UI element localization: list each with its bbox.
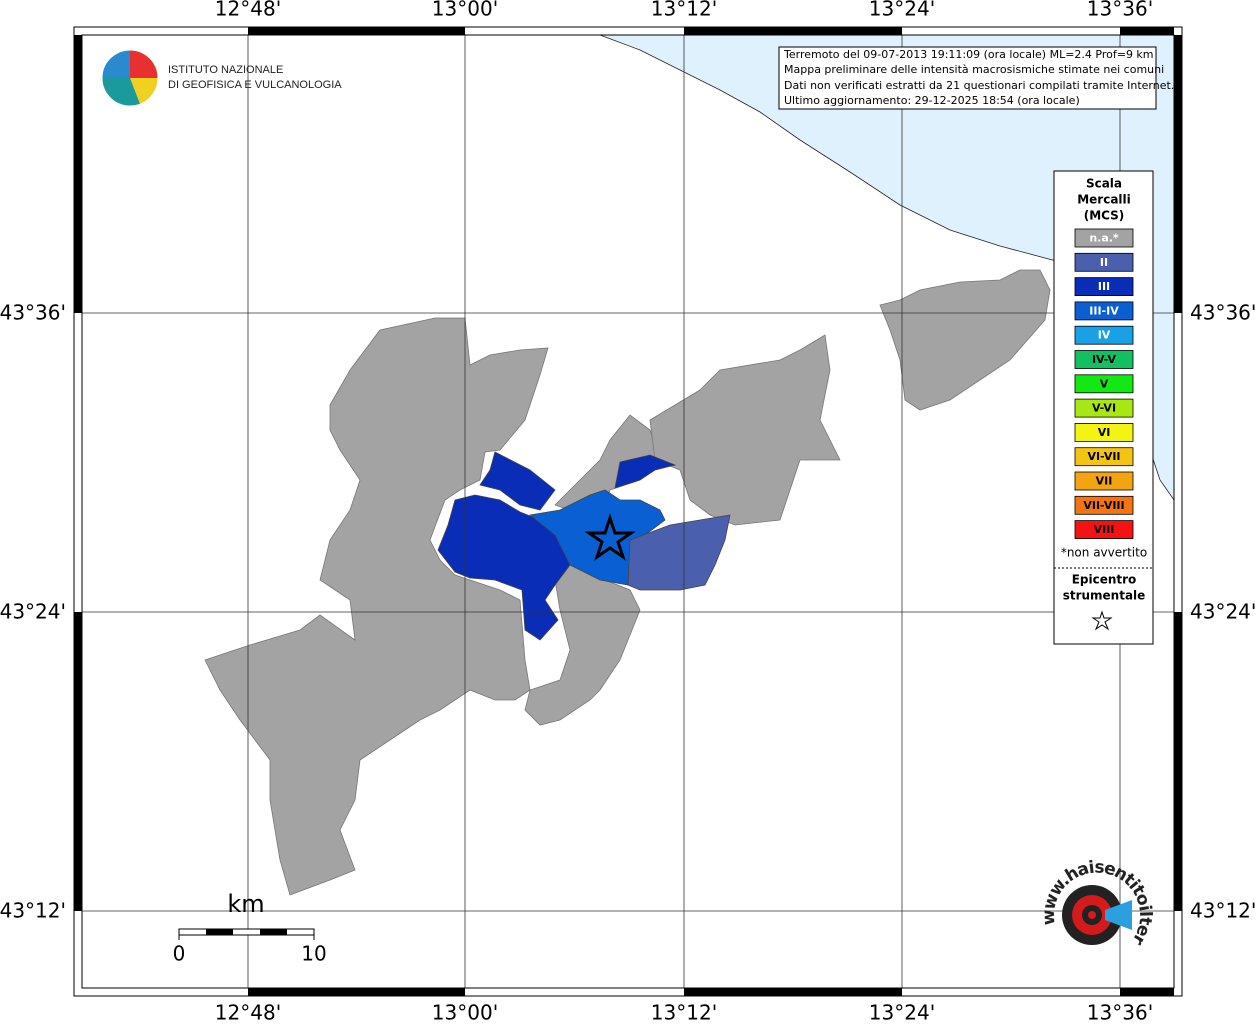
scale-label: 10: [301, 942, 326, 966]
lon-label: 13°00': [432, 0, 498, 21]
epicenter-star: [584, 513, 636, 561]
lon-label: 12°48': [215, 0, 281, 21]
legend-label: V-VI: [1092, 402, 1116, 415]
lat-label: 43°36': [0, 301, 66, 325]
legend-label: IV: [1098, 329, 1111, 342]
info-line: Terremoto del 09-07-2013 19:11:09 (ora l…: [783, 48, 1154, 61]
legend-label: V: [1100, 377, 1109, 390]
lon-label: 13°24': [869, 1001, 935, 1025]
legend-swatch: [1074, 398, 1134, 418]
legend-swatch: [1074, 228, 1134, 248]
legend-label: VII: [1096, 475, 1113, 488]
ingv-logo: ISTITUTO NAZIONALE DI GEOFISICA E VULCAN…: [101, 49, 342, 107]
lat-label: 43°36': [1190, 301, 1256, 325]
lon-label: 13°36': [1087, 0, 1153, 21]
lat-label: 43°24': [1190, 600, 1256, 624]
legend-swatch: [1074, 447, 1134, 467]
lon-label: 13°36': [1087, 1001, 1153, 1025]
legend: Scala Mercalli (MCS) *non avvertito Epic…: [1053, 170, 1154, 645]
lon-label: 13°12': [651, 1001, 717, 1025]
legend-title: (MCS): [1084, 209, 1125, 223]
legend-label: III: [1098, 280, 1110, 293]
legend-swatch: [1074, 301, 1134, 321]
legend-epicenter: Epicentro: [1072, 573, 1137, 587]
lon-label: 13°24': [869, 0, 935, 21]
sea: [599, 34, 1175, 502]
lat-label: 43°12': [1190, 899, 1256, 923]
legend-epicenter: strumentale: [1063, 589, 1146, 603]
graticule: [82, 35, 1174, 988]
frame: [73, 26, 1183, 997]
info-line: Mappa preliminare delle intensità macros…: [784, 63, 1164, 76]
legend-label: VII-VIII: [1083, 499, 1124, 512]
legend-label: III-IV: [1089, 304, 1119, 317]
legend-label: IV-V: [1092, 353, 1117, 366]
legend-swatch: [1074, 471, 1134, 491]
legend-title: Scala: [1086, 177, 1122, 191]
legend-label: n.a.*: [1089, 232, 1119, 245]
lon-label: 13°00': [432, 1001, 498, 1025]
legend-swatch: [1074, 495, 1134, 515]
municipalities: [204, 269, 1051, 896]
logo-text: DI GEOFISICA E VULCANOLOGIA: [168, 79, 342, 91]
legend-swatch: [1074, 252, 1134, 272]
scale-unit: km: [227, 890, 264, 918]
legend-label: VI: [1098, 426, 1111, 439]
info-box: Terremoto del 09-07-2013 19:11:09 (ora l…: [778, 46, 1174, 110]
legend-swatch: [1074, 520, 1134, 539]
legend-title: Mercalli: [1077, 193, 1131, 207]
legend-swatch: [1074, 374, 1134, 394]
lat-label: 43°24': [0, 600, 66, 624]
legend-label: VIII: [1094, 523, 1115, 536]
info-line: Dati non verificati estratti da 21 quest…: [784, 79, 1174, 92]
logo-text: ISTITUTO NAZIONALE: [168, 64, 283, 76]
legend-swatch: [1074, 277, 1134, 297]
legend-note: *non avvertito: [1061, 546, 1147, 560]
scale-label: 0: [173, 942, 186, 966]
info-line: Ultimo aggiornamento: 29-12-2025 18:54 (…: [784, 94, 1080, 107]
lon-label: 12°48': [215, 1001, 281, 1025]
legend-swatch: [1074, 350, 1134, 369]
scale-bar: km 0 10: [173, 890, 327, 966]
legend-label: II: [1100, 256, 1108, 269]
legend-swatch: [1074, 422, 1134, 442]
lat-label: 43°12': [0, 899, 66, 923]
legend-label: VI-VII: [1087, 450, 1120, 463]
lon-label: 13°12': [651, 0, 717, 21]
legend-swatch: [1074, 325, 1134, 345]
